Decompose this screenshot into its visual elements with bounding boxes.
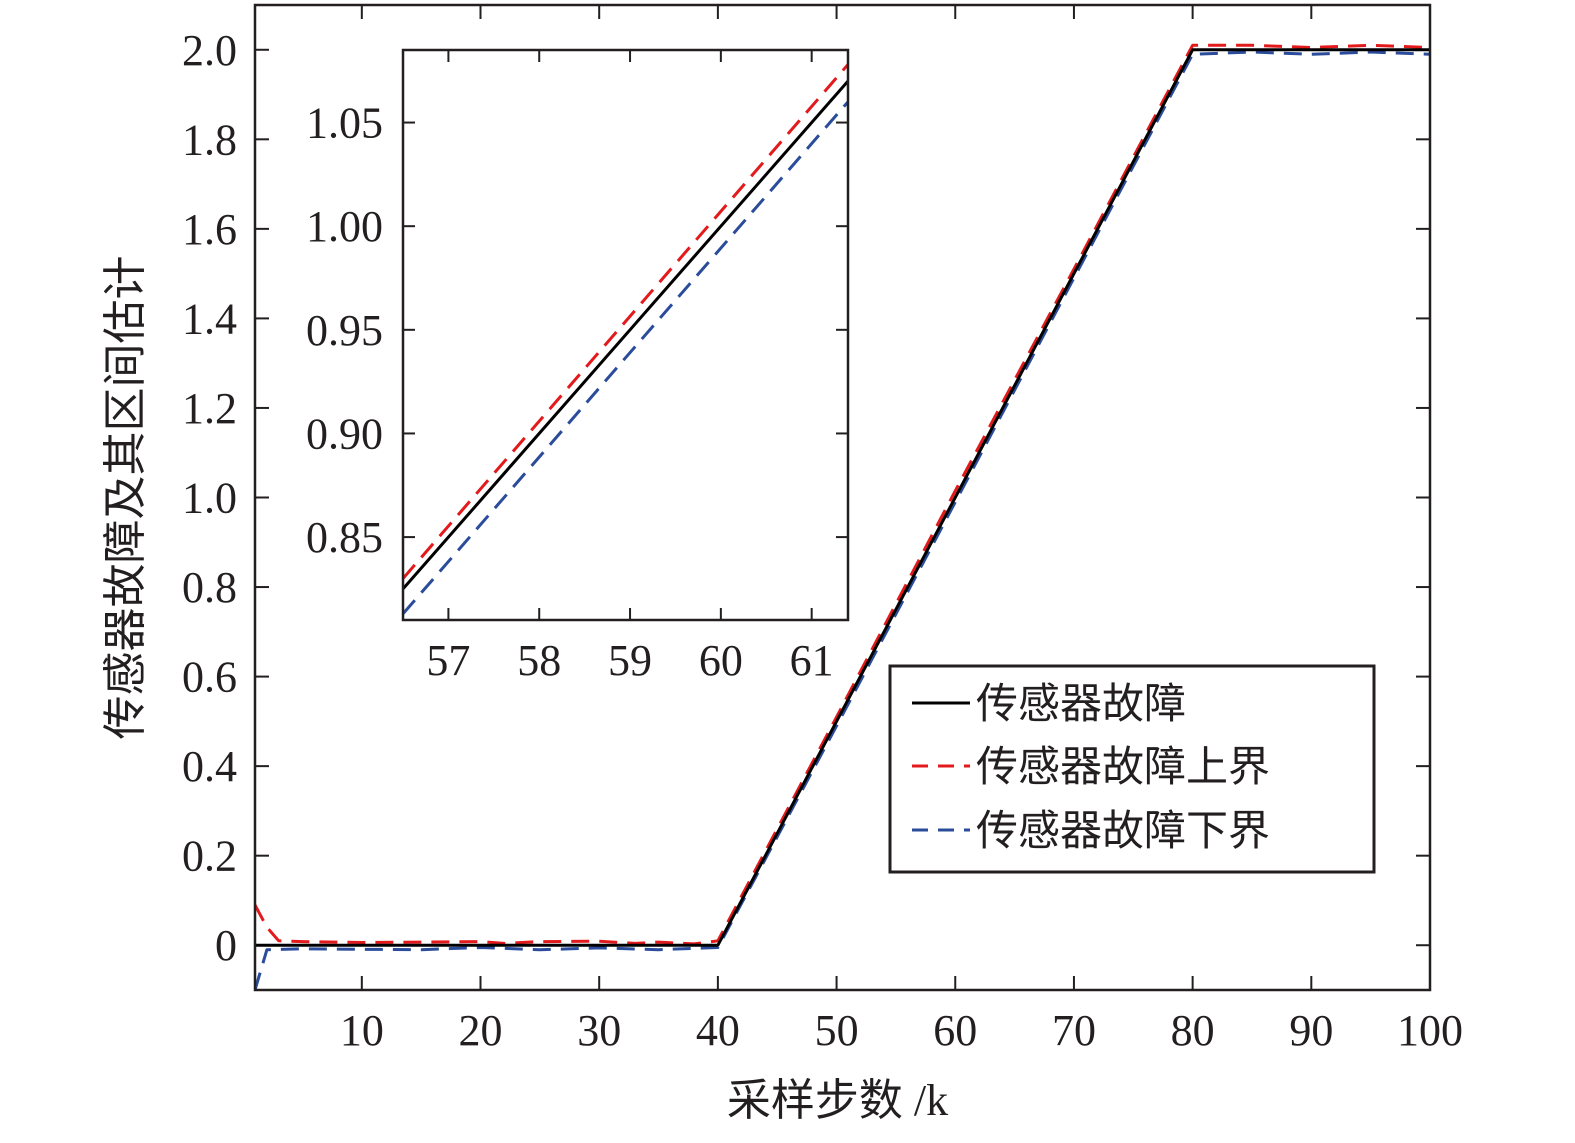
x-tick-label: 10 xyxy=(340,1006,384,1055)
legend-label-2: 传感器故障下界 xyxy=(976,809,1270,855)
inset-y-tick-label: 0.90 xyxy=(306,409,383,458)
x-tick-label: 100 xyxy=(1397,1006,1463,1055)
x-tick-label: 90 xyxy=(1289,1006,1333,1055)
y-tick-label: 1.8 xyxy=(182,115,237,164)
x-tick-label: 30 xyxy=(577,1006,621,1055)
inset-x-tick-label: 59 xyxy=(608,636,652,685)
y-tick-label: 2.0 xyxy=(182,26,237,75)
inset-y-tick-label: 1.00 xyxy=(306,202,383,251)
inset-y-tick-label: 0.85 xyxy=(306,513,383,562)
y-tick-label: 0.4 xyxy=(182,742,237,791)
x-tick-label: 20 xyxy=(459,1006,503,1055)
x-tick-label: 80 xyxy=(1171,1006,1215,1055)
inset-frame xyxy=(401,48,850,622)
legend-box xyxy=(888,664,1376,874)
inset-series-line-1 xyxy=(403,63,848,580)
x-axis-title: 采样步数 /k xyxy=(727,1076,948,1125)
inset-series-line-0 xyxy=(403,80,848,590)
series-line-1 xyxy=(255,43,1430,946)
legend-label-0: 传感器故障 xyxy=(976,682,1186,728)
x-tick-label: 70 xyxy=(1052,1006,1096,1055)
y-tick-label: 1.4 xyxy=(182,294,237,343)
main-series-group xyxy=(255,43,1430,990)
plot-frame xyxy=(253,3,1432,992)
x-tick-label: 40 xyxy=(696,1006,740,1055)
legend-label-1: 传感器故障上界 xyxy=(976,745,1270,791)
inset-y-tick-label: 1.05 xyxy=(306,99,383,148)
x-tick-label: 60 xyxy=(933,1006,977,1055)
inset-x-tick-label: 57 xyxy=(426,636,470,685)
y-tick-label: 1.2 xyxy=(182,384,237,433)
y-tick-label: 0.2 xyxy=(182,832,237,881)
inset-x-tick-label: 60 xyxy=(699,636,743,685)
y-tick-label: 0.6 xyxy=(182,653,237,702)
inset-series-group xyxy=(403,63,848,615)
series-line-0 xyxy=(255,48,1430,947)
y-tick-label: 1.0 xyxy=(182,474,237,523)
inset-series-line-2 xyxy=(403,100,848,615)
x-tick-label: 50 xyxy=(815,1006,859,1055)
inset-x-tick-label: 61 xyxy=(790,636,834,685)
y-tick-label: 1.6 xyxy=(182,205,237,254)
y-tick-label: 0 xyxy=(215,921,237,970)
y-tick-label: 0.8 xyxy=(182,563,237,612)
inset-x-tick-label: 58 xyxy=(517,636,561,685)
inset-y-tick-label: 0.95 xyxy=(306,306,383,355)
y-axis-title: 传感器故障及其区间估计 xyxy=(101,256,150,740)
